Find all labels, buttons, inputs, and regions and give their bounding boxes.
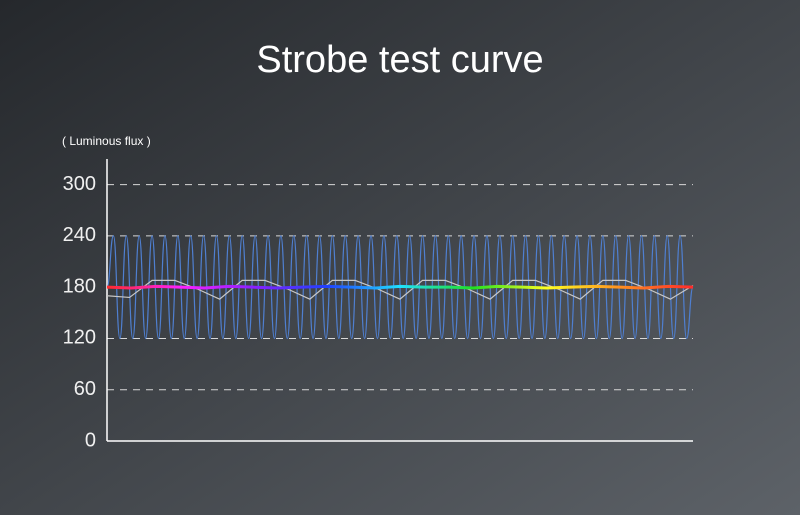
y-tick-label: 0 [85, 429, 96, 451]
y-tick-label: 300 [63, 173, 96, 195]
y-tick-label: 180 [63, 275, 96, 297]
y-tick-label: 60 [74, 378, 96, 400]
y-axis-label: ( Luminous flux ) [62, 134, 151, 148]
chart-title: Strobe test curve [256, 39, 543, 81]
y-tick-label: 120 [63, 327, 96, 349]
line-series [106, 284, 694, 290]
y-tick-label: 240 [63, 224, 96, 246]
